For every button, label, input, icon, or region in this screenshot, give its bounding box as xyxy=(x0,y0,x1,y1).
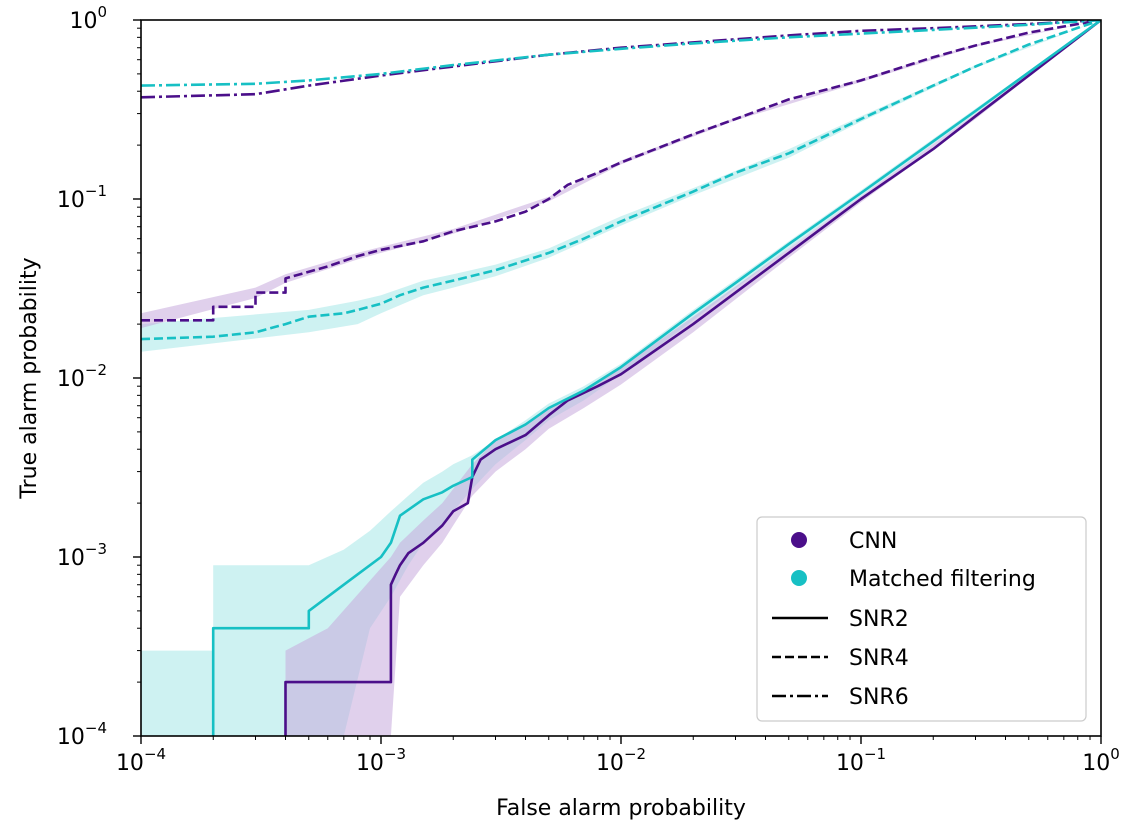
legend-snr6-label: SNR6 xyxy=(849,685,909,710)
y-tick-label: 10−3 xyxy=(57,540,107,571)
band-cnn-snr4 xyxy=(141,20,1101,329)
x-tick-label: 10−2 xyxy=(596,745,646,776)
x-tick-label: 10−3 xyxy=(356,745,406,776)
legend-snr2-label: SNR2 xyxy=(849,607,909,632)
x-tick-label: 10−1 xyxy=(836,745,886,776)
legend-mf-marker xyxy=(791,570,807,586)
axis-ticks: 10−4 10−3 10−2 10−1 100 10−4 10−3 10−2 10−1 100 xyxy=(57,3,1120,776)
series-cnn-snr4 xyxy=(141,20,1101,322)
y-axis-label: True alarm probability xyxy=(17,257,42,499)
legend: CNN Matched filtering SNR2 SNR4 SNR6 xyxy=(756,516,1087,722)
x-axis-label: False alarm probability xyxy=(496,796,746,821)
x-tick-label: 10−4 xyxy=(116,745,166,776)
series-cnn-snr6 xyxy=(141,20,1101,99)
series-matched-filtering-snr4 xyxy=(141,20,1101,341)
series-matched-filtering-snr2 xyxy=(211,20,1101,736)
y-tick-label: 100 xyxy=(69,3,107,34)
y-tick-label: 10−2 xyxy=(57,361,107,392)
legend-cnn-label: CNN xyxy=(849,529,897,554)
legend-mf-label: Matched filtering xyxy=(849,567,1036,592)
series-cnn-snr2 xyxy=(284,20,1101,736)
y-tick-label: 10−4 xyxy=(57,719,107,750)
band-cnn-snr2 xyxy=(285,20,1101,736)
band-matched-filtering-snr4 xyxy=(141,20,1101,352)
legend-box xyxy=(756,516,1087,722)
x-tick-label: 100 xyxy=(1082,745,1120,776)
series-matched-filtering-snr6 xyxy=(141,20,1101,87)
roc-curves xyxy=(141,20,1101,736)
legend-snr4-label: SNR4 xyxy=(849,646,909,671)
legend-cnn-marker xyxy=(791,532,807,548)
y-tick-label: 10−1 xyxy=(57,182,107,213)
